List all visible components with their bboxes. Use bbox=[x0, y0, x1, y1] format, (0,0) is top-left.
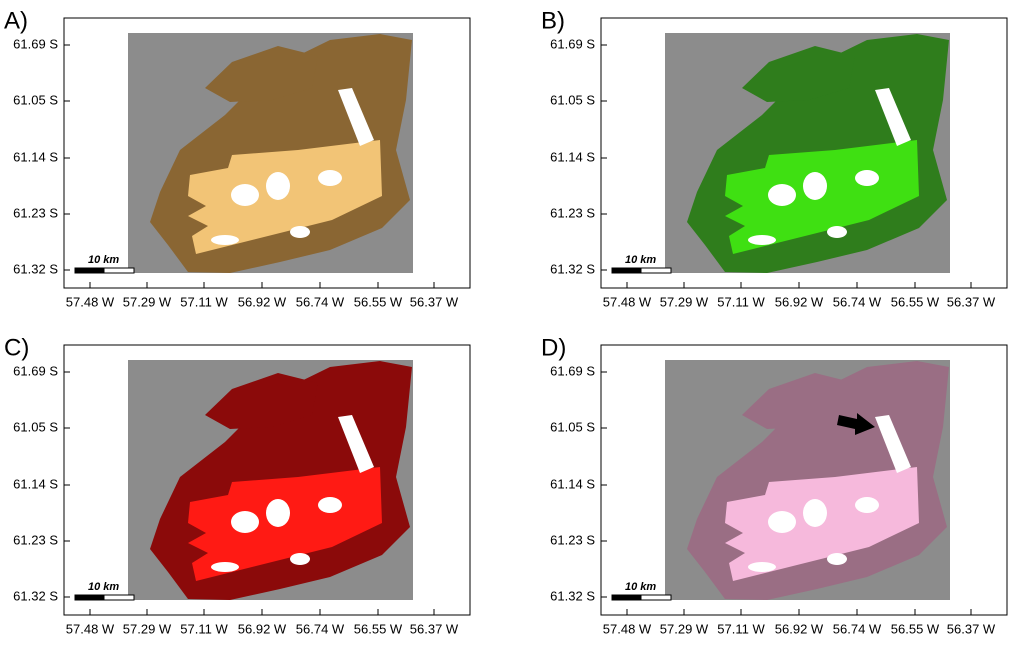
y-tick-label: 61.69 S bbox=[13, 363, 58, 378]
gap-patch bbox=[827, 553, 847, 565]
x-tick-label: 57.11 W bbox=[180, 294, 228, 309]
gap-patch bbox=[318, 497, 342, 513]
panel-label: B) bbox=[541, 7, 565, 34]
y-tick-label: 61.14 S bbox=[550, 476, 595, 491]
gap-patch bbox=[803, 172, 827, 200]
arrow bbox=[837, 413, 875, 435]
panel-label: C) bbox=[4, 334, 29, 361]
y-tick-label: 61.32 S bbox=[13, 588, 58, 603]
x-tick-label: 56.92 W bbox=[775, 294, 824, 309]
x-tick-label: 56.92 W bbox=[238, 294, 287, 309]
x-tick-label: 57.29 W bbox=[123, 294, 172, 309]
gap-patch bbox=[768, 184, 796, 206]
uncovered-strip bbox=[338, 415, 374, 473]
y-tick-label: 61.23 S bbox=[13, 205, 58, 220]
x-tick-label: 57.11 W bbox=[180, 621, 228, 636]
y-tick-label: 61.32 S bbox=[550, 261, 595, 276]
uncovered-strip bbox=[875, 88, 911, 146]
y-tick-label: 61.14 S bbox=[550, 149, 595, 164]
y-tick-label: 61.05 S bbox=[13, 92, 58, 107]
y-tick-label: 61.23 S bbox=[550, 205, 595, 220]
outer-region bbox=[205, 373, 318, 429]
x-tick-label: 56.55 W bbox=[354, 621, 403, 636]
scale-bar-black bbox=[74, 594, 105, 601]
panel-label: D) bbox=[541, 334, 566, 361]
scale-label: 10 km bbox=[625, 254, 656, 266]
scale-bar-white bbox=[640, 594, 672, 601]
x-tick-label: 56.74 W bbox=[296, 294, 345, 309]
y-tick-label: 61.05 S bbox=[13, 419, 58, 434]
x-tick-label: 57.48 W bbox=[603, 621, 652, 636]
map-panel: B) 61.69 S 61.05 S 61.14 S 61.23 S 61.32 S 57.… bbox=[541, 7, 1008, 309]
scale-label: 10 km bbox=[625, 581, 656, 593]
x-tick-label: 57.29 W bbox=[123, 621, 172, 636]
x-tick-label: 56.37 W bbox=[947, 621, 996, 636]
gap-patch bbox=[231, 511, 259, 533]
gap-patch bbox=[855, 497, 879, 513]
scale-bar-black bbox=[611, 594, 642, 601]
scale-label: 10 km bbox=[88, 581, 119, 593]
outer-region bbox=[742, 46, 855, 102]
y-tick-label: 61.23 S bbox=[550, 532, 595, 547]
x-tick-label: 56.55 W bbox=[891, 621, 940, 636]
x-tick-label: 57.48 W bbox=[66, 621, 115, 636]
x-tick-label: 56.92 W bbox=[238, 621, 287, 636]
map-panel: A) 61.69 S 61.05 S 61.14 S 61.23 S 61.32 S 57.… bbox=[4, 7, 471, 309]
y-tick-label: 61.32 S bbox=[13, 261, 58, 276]
y-tick-label: 61.05 S bbox=[550, 92, 595, 107]
gap-patch bbox=[211, 235, 239, 245]
gap-patch bbox=[318, 170, 342, 186]
scale-bar-black bbox=[611, 267, 642, 274]
x-tick-label: 56.74 W bbox=[833, 294, 882, 309]
uncovered-strip bbox=[875, 415, 911, 473]
gap-patch bbox=[290, 553, 310, 565]
gap-patch bbox=[266, 499, 290, 527]
y-tick-label: 61.14 S bbox=[13, 476, 58, 491]
outer-region bbox=[205, 46, 318, 102]
scale-bar-black bbox=[74, 267, 105, 274]
x-tick-label: 56.92 W bbox=[775, 621, 824, 636]
gap-patch bbox=[290, 226, 310, 238]
x-tick-label: 56.37 W bbox=[410, 621, 459, 636]
y-tick-label: 61.69 S bbox=[550, 36, 595, 51]
gap-patch bbox=[748, 235, 776, 245]
x-tick-label: 56.55 W bbox=[891, 294, 940, 309]
scale-bar-white bbox=[103, 267, 135, 274]
x-tick-label: 57.29 W bbox=[660, 294, 709, 309]
scale-label: 10 km bbox=[88, 254, 119, 266]
x-tick-label: 57.11 W bbox=[717, 294, 765, 309]
x-tick-label: 56.37 W bbox=[947, 294, 996, 309]
y-tick-label: 61.69 S bbox=[13, 36, 58, 51]
map-panel: D) 61.69 S 61.05 S 61.14 S 61.23 S 61.32 S 57.… bbox=[541, 334, 1008, 636]
y-tick-label: 61.05 S bbox=[550, 419, 595, 434]
gap-patch bbox=[211, 562, 239, 572]
gap-patch bbox=[231, 184, 259, 206]
x-tick-label: 57.29 W bbox=[660, 621, 709, 636]
map-panel: C) 61.69 S 61.05 S 61.14 S 61.23 S 61.32 S 57.… bbox=[4, 334, 471, 636]
scale-bar-white bbox=[640, 267, 672, 274]
x-tick-label: 57.11 W bbox=[717, 621, 765, 636]
gap-patch bbox=[768, 511, 796, 533]
x-tick-label: 57.48 W bbox=[66, 294, 115, 309]
x-tick-label: 57.48 W bbox=[603, 294, 652, 309]
x-tick-label: 56.55 W bbox=[354, 294, 403, 309]
y-tick-label: 61.23 S bbox=[13, 532, 58, 547]
gap-patch bbox=[855, 170, 879, 186]
scale-bar-white bbox=[103, 594, 135, 601]
y-tick-label: 61.32 S bbox=[550, 588, 595, 603]
x-tick-label: 56.74 W bbox=[833, 621, 882, 636]
y-tick-label: 61.14 S bbox=[13, 149, 58, 164]
gap-patch bbox=[266, 172, 290, 200]
gap-patch bbox=[827, 226, 847, 238]
panel-label: A) bbox=[4, 7, 28, 34]
gap-patch bbox=[748, 562, 776, 572]
outer-region bbox=[742, 373, 855, 429]
gap-patch bbox=[803, 499, 827, 527]
y-tick-label: 61.69 S bbox=[550, 363, 595, 378]
uncovered-strip bbox=[338, 88, 374, 146]
x-tick-label: 56.74 W bbox=[296, 621, 345, 636]
x-tick-label: 56.37 W bbox=[410, 294, 459, 309]
